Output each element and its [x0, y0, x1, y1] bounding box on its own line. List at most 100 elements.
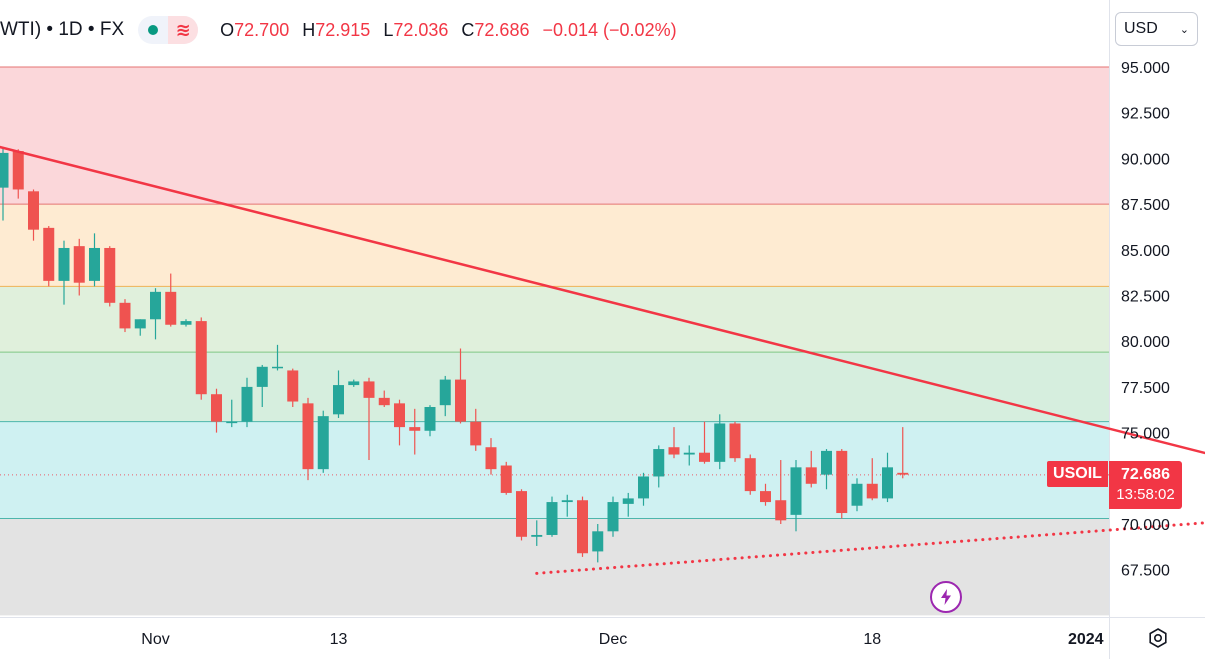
- candle-body: [302, 403, 314, 470]
- wave-icon[interactable]: ≋: [168, 16, 199, 44]
- candle-body: [409, 427, 421, 431]
- candle-48: [714, 414, 726, 470]
- candle-43: [638, 472, 649, 506]
- candle-30: [439, 375, 451, 417]
- candle-body: [866, 483, 878, 499]
- bar-countdown: 13:58:02: [1116, 486, 1175, 503]
- candles: [0, 147, 909, 563]
- candle-body: [775, 500, 787, 521]
- lightning-icon[interactable]: [930, 581, 962, 613]
- candle-body: [272, 366, 283, 369]
- candle-body: [439, 379, 451, 406]
- candle-body: [653, 449, 665, 477]
- candle-5: [58, 240, 70, 305]
- low-value: 72.036: [393, 19, 449, 40]
- candle-56: [836, 449, 848, 519]
- high-label: H: [302, 19, 316, 40]
- candle-body: [134, 319, 146, 329]
- open-label: O: [220, 19, 235, 40]
- candle-57: [851, 478, 863, 512]
- candle-body: [394, 403, 405, 428]
- x-tick-label: 18: [863, 631, 881, 648]
- candle-body: [607, 502, 619, 532]
- candle-16: [226, 399, 238, 428]
- candle-body: [424, 407, 436, 431]
- candle-1: [0, 147, 9, 221]
- candle-body: [516, 491, 527, 537]
- candle-body: [561, 500, 573, 503]
- x-tick-label: 2024: [1068, 631, 1104, 648]
- symbol-price-badge: USOIL: [1047, 461, 1108, 487]
- candle-body: [485, 447, 497, 470]
- change-value: −0.014 (−0.02%): [542, 19, 677, 40]
- candle-58: [866, 458, 878, 501]
- candle-body: [546, 502, 558, 535]
- candle-50: [744, 454, 756, 495]
- status-pill[interactable]: ≋: [138, 16, 199, 44]
- candle-22: [317, 410, 329, 473]
- candle-41: [607, 496, 619, 537]
- x-axis-labels: Nov13Dec1820241525: [141, 631, 1104, 648]
- candle-49: [729, 421, 741, 462]
- candle-body: [378, 397, 390, 406]
- candle-6: [73, 238, 85, 296]
- candle-31: [455, 348, 466, 424]
- candle-52: [775, 460, 787, 524]
- candle-10: [134, 319, 146, 336]
- last-price: 72.686: [1121, 466, 1170, 483]
- x-tick-label: 13: [330, 631, 348, 648]
- gear-icon[interactable]: [1144, 624, 1172, 652]
- candle-body: [180, 321, 192, 325]
- x-tick-label: Nov: [141, 631, 169, 648]
- candle-11: [150, 288, 161, 340]
- low-label: L: [383, 19, 394, 40]
- candle-body: [592, 531, 604, 552]
- x-tick-label: Dec: [599, 631, 627, 648]
- candle-body: [668, 447, 680, 455]
- candle-40: [592, 524, 604, 563]
- candle-body: [622, 498, 634, 504]
- candle-body: [897, 472, 909, 475]
- candle-body: [195, 321, 207, 395]
- y-tick-label: 82.500: [1121, 289, 1170, 306]
- candle-body: [28, 191, 39, 230]
- candle-body: [241, 386, 253, 422]
- candle-2: [12, 149, 24, 199]
- candle-body: [348, 381, 360, 386]
- zone-0: [0, 67, 1109, 205]
- chevron-down-icon: ⌄: [1179, 23, 1189, 36]
- candle-body: [577, 500, 588, 554]
- currency-select[interactable]: USD ⌄: [1115, 12, 1198, 46]
- candle-body: [500, 465, 512, 493]
- candle-body: [470, 421, 482, 446]
- candle-body: [851, 483, 863, 506]
- candle-9: [119, 299, 131, 333]
- candle-body: [211, 394, 222, 422]
- candle-8: [104, 246, 116, 307]
- candle-54: [805, 450, 817, 488]
- candle-body: [531, 534, 543, 537]
- y-tick-label: 90.000: [1121, 151, 1170, 168]
- y-tick-label: 67.500: [1121, 563, 1170, 580]
- candle-46: [683, 445, 695, 466]
- candle-29: [424, 405, 436, 437]
- candle-14: [195, 317, 207, 400]
- candle-body: [805, 467, 817, 484]
- candle-19: [272, 344, 283, 371]
- candle-body: [882, 467, 893, 499]
- close-value: 72.686: [474, 19, 530, 40]
- candle-body: [150, 291, 161, 320]
- chart-header: WTI) • 1D • FX ≋ O72.700 H72.915 L72.036…: [0, 14, 677, 46]
- symbol-title[interactable]: WTI) • 1D • FX: [0, 19, 125, 40]
- candle-body: [683, 452, 695, 455]
- candle-39: [577, 496, 588, 557]
- candle-body: [333, 385, 344, 415]
- candle-body: [58, 247, 70, 281]
- candle-24: [348, 379, 360, 387]
- candle-28: [409, 408, 421, 455]
- y-tick-label: 87.500: [1121, 197, 1170, 214]
- candle-body: [165, 291, 177, 325]
- candle-body: [104, 247, 116, 303]
- candle-44: [653, 445, 665, 488]
